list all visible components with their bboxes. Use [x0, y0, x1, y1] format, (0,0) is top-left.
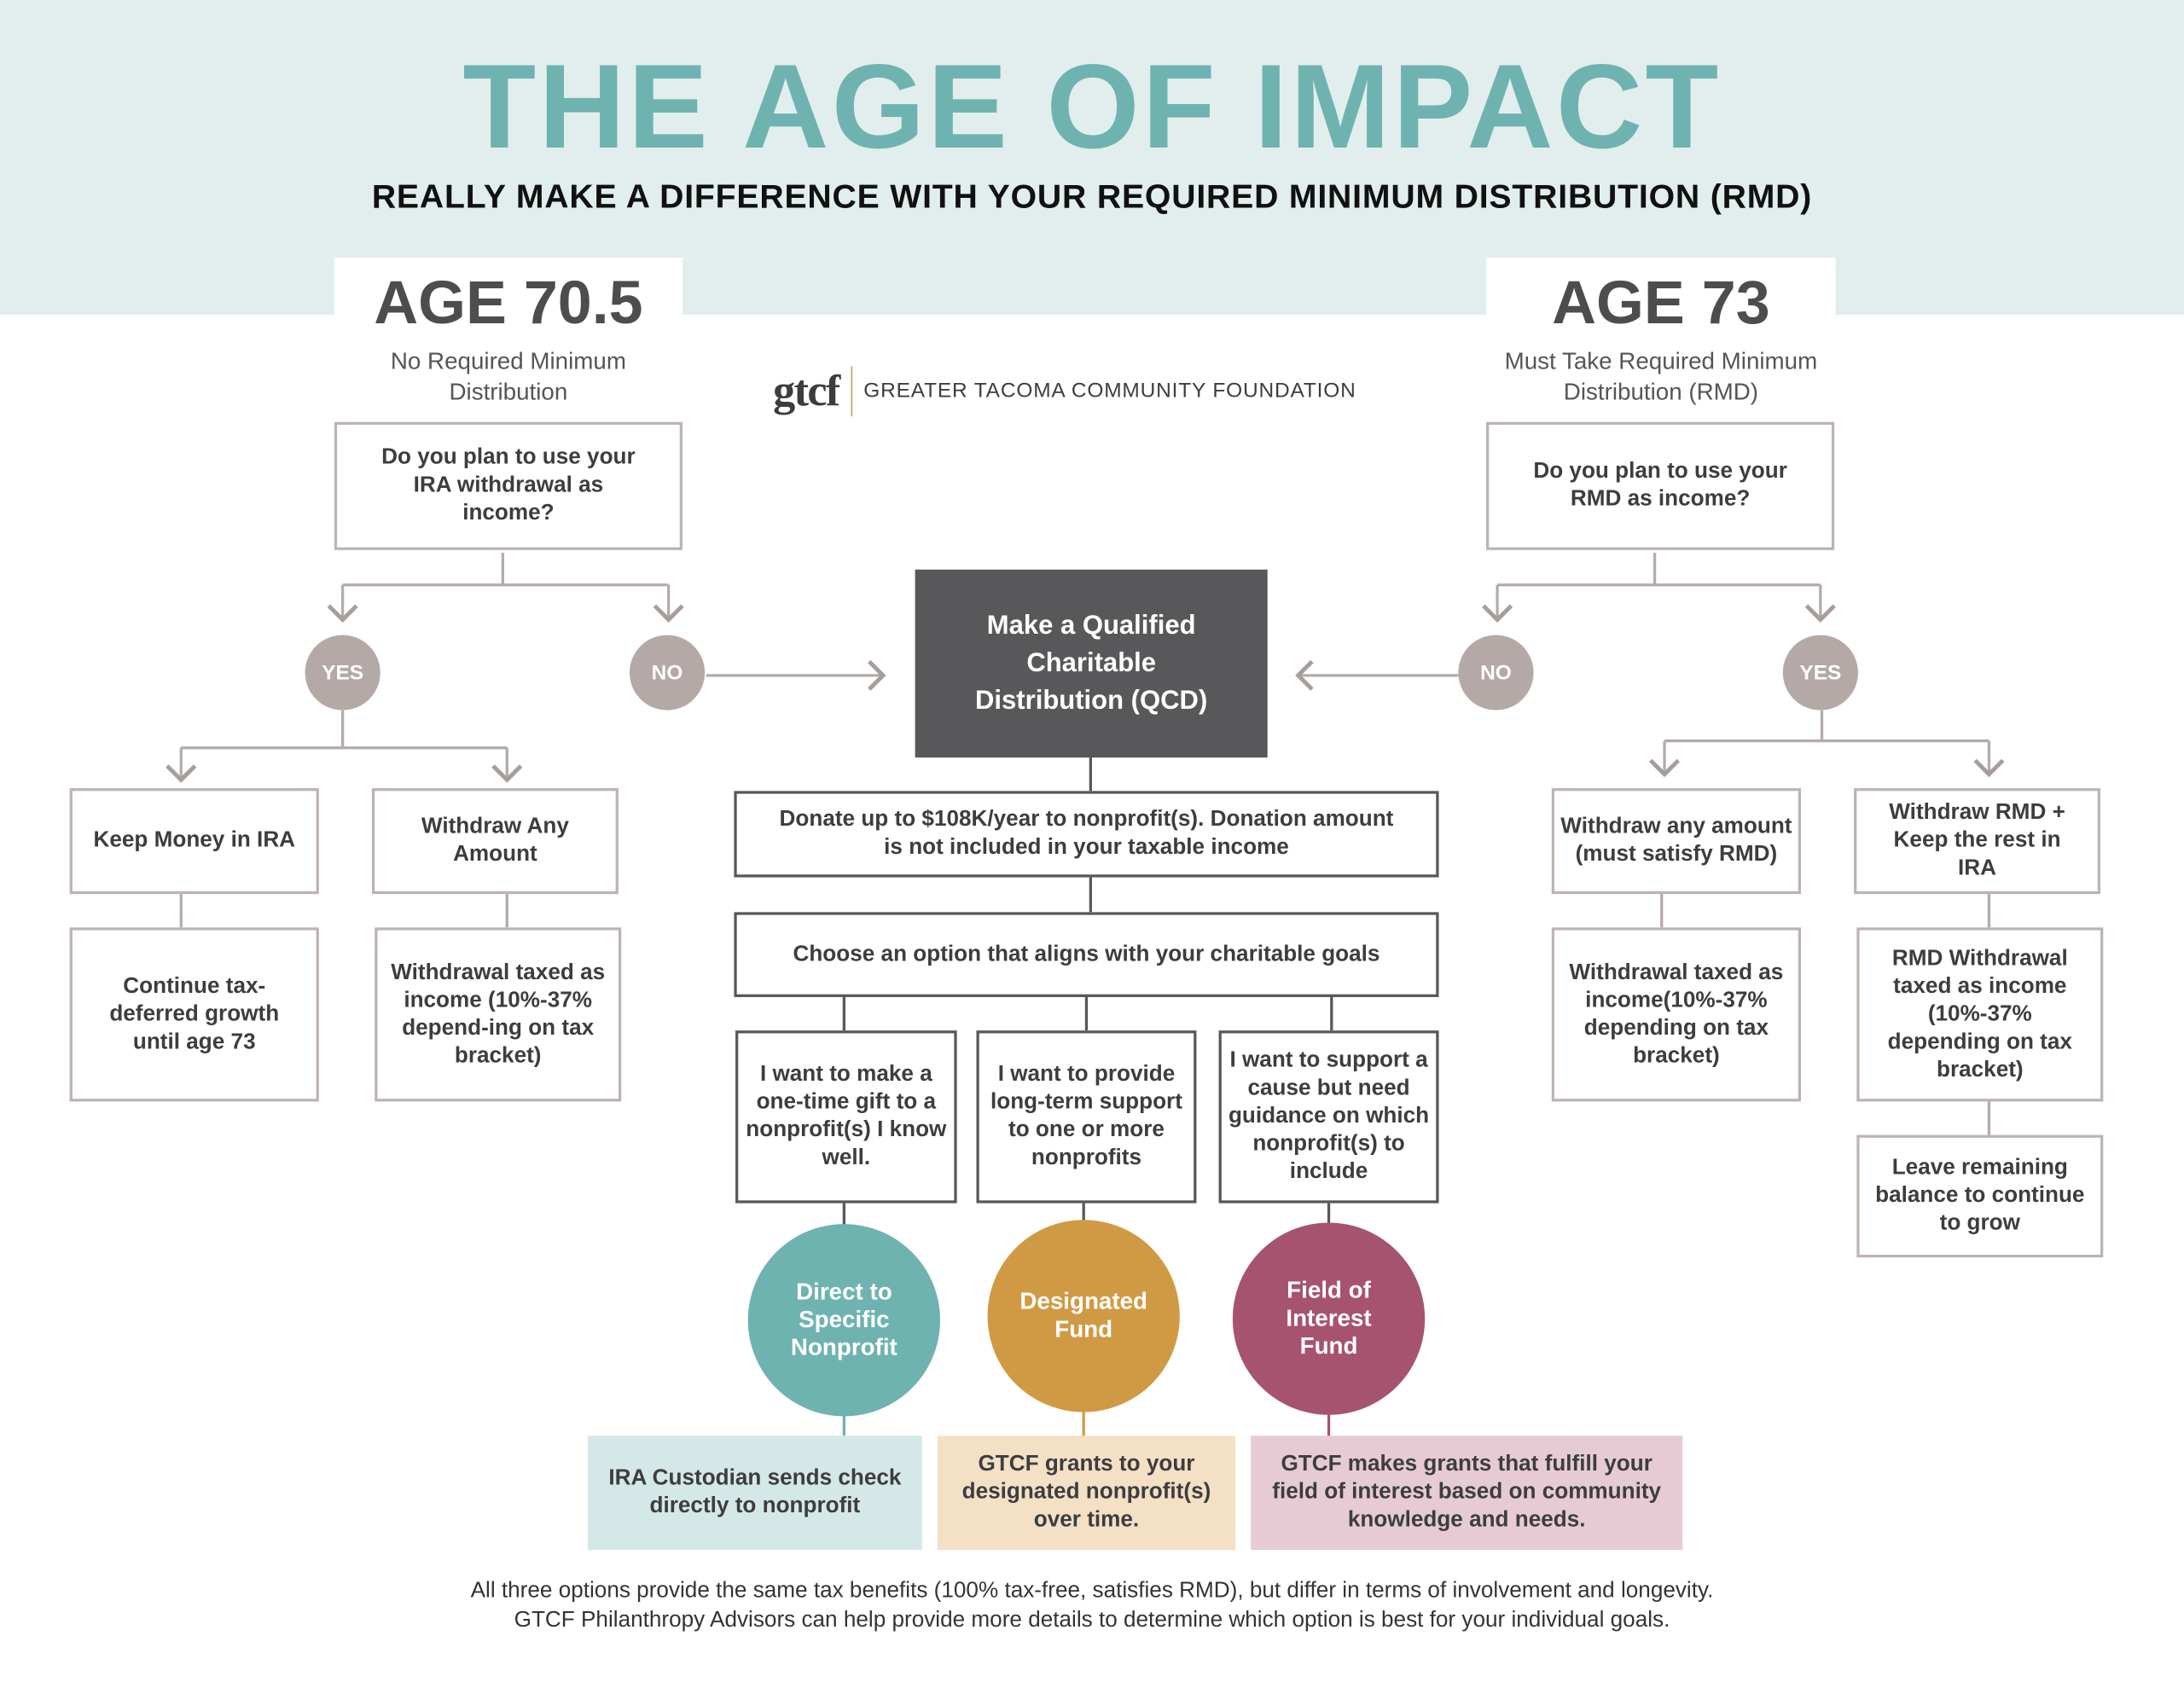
age-70-5-subtext-line: Distribution [449, 379, 568, 406]
designated-outcome-box: GTCF grants to your designated nonprofit… [937, 1436, 1236, 1551]
option-long-term-support: I want to provide long-term support to o… [976, 1030, 1197, 1204]
age-70-5-subtext: No Required Minimum Distribution [334, 347, 682, 409]
rmd-withdrawal-taxed-box: RMD Withdrawal taxed as income (10%-37% … [1856, 927, 2104, 1102]
keep-money-box: Keep Money in IRA [69, 788, 319, 895]
withdraw-any-box: Withdraw Any Amount [371, 788, 619, 895]
option-need-guidance: I want to support a cause but need guida… [1218, 1030, 1439, 1204]
footer-line: GTCF Philanthropy Advisors can help prov… [514, 1608, 1670, 1633]
leave-remaining-box: Leave remaining balance to continue to g… [1856, 1134, 2104, 1258]
logo-divider [850, 365, 853, 416]
age-73-subtext: Must Take Required Minimum Distribution (… [1458, 347, 1863, 409]
footer-note: All three options provide the same tax b… [0, 1576, 2184, 1635]
left-no-badge: NO [629, 635, 706, 711]
right-question-box: Do you plan to use your RMD as income? [1486, 421, 1835, 550]
withdraw-any-rmd-box: Withdraw any amount (must satisfy RMD) [1551, 788, 1802, 895]
left-yes-badge: YES [305, 635, 380, 711]
logo-name: GREATER TACOMA COMMUNITY FOUNDATION [863, 379, 1356, 403]
right-yes-badge: YES [1782, 635, 1858, 711]
field-outcome-box: GTCF makes grants that fulfill your fiel… [1251, 1436, 1683, 1551]
option-one-time-gift: I want to make a one-time gift to a nonp… [735, 1030, 957, 1204]
left-question-box: Do you plan to use your IRA withdrawal a… [334, 421, 682, 550]
footer-line: All three options provide the same tax b… [470, 1579, 1714, 1604]
right-no-badge: NO [1458, 635, 1534, 711]
gtcf-logo: gtcf GREATER TACOMA COMMUNITY FOUNDATION [773, 365, 1356, 416]
direct-nonprofit-circle: Direct to Specific Nonprofit [747, 1224, 941, 1417]
rmd-taxed-box: Withdrawal taxed as income(10%-37% depen… [1551, 927, 1802, 1102]
field-of-interest-circle: Field of Interest Fund [1232, 1222, 1426, 1415]
logo-mark: gtcf [773, 364, 840, 415]
page-subtitle: REALLY MAKE A DIFFERENCE WITH YOUR REQUI… [371, 177, 1813, 217]
choose-option-box: Choose an option that aligns with your c… [734, 912, 1439, 997]
direct-outcome-box: IRA Custodian sends check directly to no… [587, 1436, 922, 1551]
age-70-5-heading: AGE 70.5 [334, 258, 682, 345]
page-title: THE AGE OF IMPACT [462, 40, 1722, 175]
continue-growth-box: Continue tax-deferred growth until age 7… [69, 927, 319, 1102]
withdraw-rmd-keep-box: Withdraw RMD + Keep the rest in IRA [1854, 788, 2101, 895]
donate-box: Donate up to $108K/year to nonprofit(s).… [734, 791, 1439, 878]
age-70-5-subtext-line: No Required Minimum [390, 348, 626, 375]
age-73-subtext-line: Must Take Required Minimum [1504, 348, 1818, 375]
designated-fund-circle: Designated Fund [987, 1220, 1180, 1412]
age-73-subtext-line: Distribution (RMD) [1563, 379, 1759, 406]
age-73-heading: AGE 73 [1486, 258, 1836, 345]
qcd-box: Make a Qualified Charitable Distribution… [915, 569, 1268, 758]
withdrawal-taxed-box: Withdrawal taxed as income (10%-37% depe… [375, 927, 622, 1102]
